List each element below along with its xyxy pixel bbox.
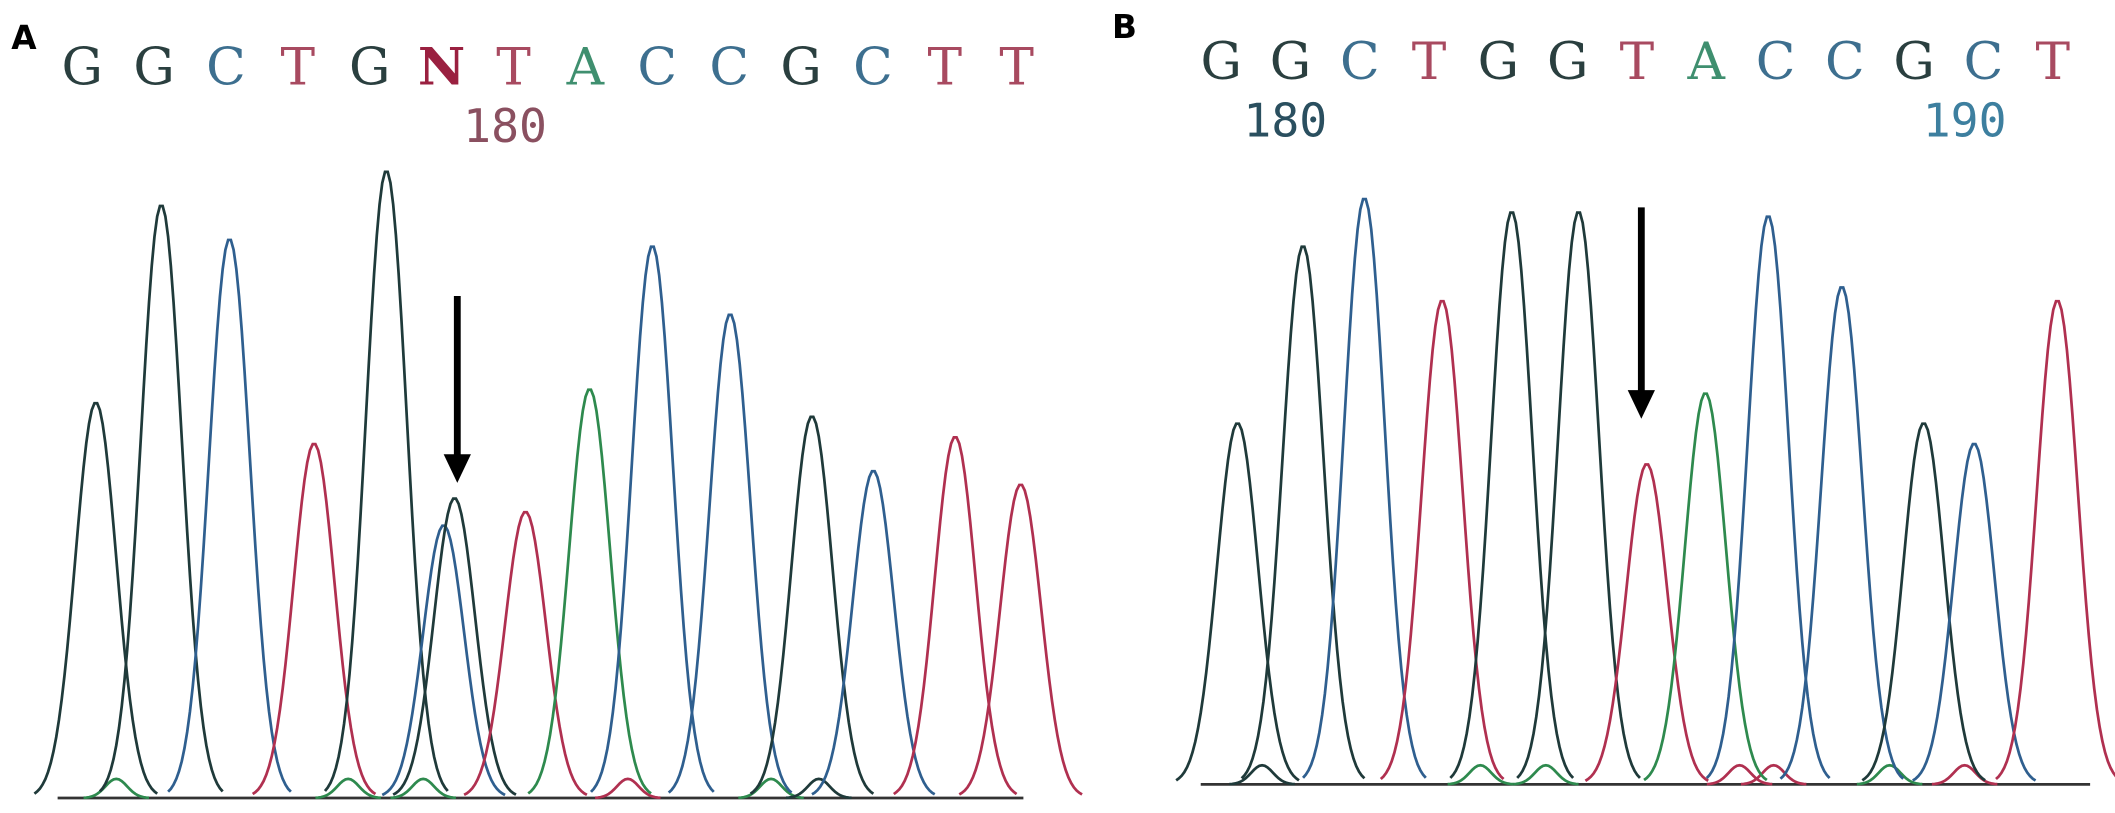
trace-peak xyxy=(392,497,517,796)
base-call: C xyxy=(1756,32,1796,92)
trace-peak xyxy=(1449,211,1575,779)
base-call: G xyxy=(780,38,821,98)
base-call: C xyxy=(709,38,749,98)
minor-peak xyxy=(595,777,661,800)
base-call: T xyxy=(496,38,531,98)
base-call: T xyxy=(281,38,316,98)
position-number: 180 xyxy=(463,99,547,153)
base-call: G xyxy=(349,38,390,98)
base-call: C xyxy=(1825,32,1865,92)
base-call: G xyxy=(61,38,102,98)
base-call: T xyxy=(999,38,1034,98)
trace-peak xyxy=(33,401,159,795)
base-call: G xyxy=(1270,32,1311,92)
base-call: A xyxy=(1687,32,1726,92)
base-call: T xyxy=(1412,32,1447,92)
minor-peak xyxy=(1931,763,1998,786)
position-number: 190 xyxy=(1923,93,2007,147)
base-call: N xyxy=(418,37,465,98)
trace-peak xyxy=(1240,245,1366,780)
minor-peak xyxy=(1856,763,1923,786)
base-call: C xyxy=(1340,32,1380,92)
base-call: T xyxy=(2035,32,2070,92)
trace-peak xyxy=(1584,463,1709,782)
trace-peak xyxy=(251,442,377,796)
trace-peak xyxy=(1516,211,1641,779)
base-call: G xyxy=(133,38,174,98)
trace-peak xyxy=(1861,422,1986,782)
base-call: G xyxy=(1200,32,1241,92)
base-call: G xyxy=(1478,32,1519,92)
trace-peak xyxy=(98,204,224,793)
base-call: C xyxy=(637,38,677,98)
trace-peak xyxy=(667,313,793,794)
minor-peak xyxy=(1740,763,1807,786)
minor-peak xyxy=(1513,763,1579,786)
base-call: C xyxy=(853,38,893,98)
trace-peak xyxy=(167,238,292,793)
trace-peak xyxy=(1643,392,1768,782)
panel-label: B xyxy=(1112,8,1137,46)
trace-peak xyxy=(1705,215,1831,779)
base-call: G xyxy=(1547,32,1588,92)
arrow xyxy=(443,296,471,483)
trace-peak xyxy=(1379,299,1505,781)
minor-peak xyxy=(315,777,381,800)
minor-peak xyxy=(1447,763,1514,786)
arrow xyxy=(1627,207,1655,419)
minor-peak xyxy=(785,777,852,800)
minor-peak xyxy=(1229,763,1295,786)
minor-peak xyxy=(83,777,150,800)
trace-peak xyxy=(1302,197,1427,779)
trace-peak xyxy=(463,510,588,797)
trace-peak xyxy=(1175,422,1300,782)
trace-peak xyxy=(892,435,1018,796)
minor-peak xyxy=(390,777,457,800)
base-call: T xyxy=(928,38,963,98)
trace-peak xyxy=(1912,442,2037,782)
base-call: T xyxy=(1620,32,1655,92)
trace-peak xyxy=(1995,299,2115,781)
trace-peak xyxy=(589,245,715,793)
panel-label: A xyxy=(11,19,37,57)
base-call: A xyxy=(566,38,605,98)
trace-peak xyxy=(958,483,1083,796)
minor-peak xyxy=(1706,763,1773,786)
base-call: C xyxy=(1964,32,2004,92)
trace-peak xyxy=(1779,286,1905,780)
base-call: C xyxy=(206,38,246,98)
minor-peak xyxy=(738,777,804,800)
base-call: G xyxy=(1893,32,1934,92)
trace-peak xyxy=(749,415,875,795)
trace-peak xyxy=(527,388,652,795)
trace-peak xyxy=(323,170,449,792)
position-number: 180 xyxy=(1243,93,1327,147)
